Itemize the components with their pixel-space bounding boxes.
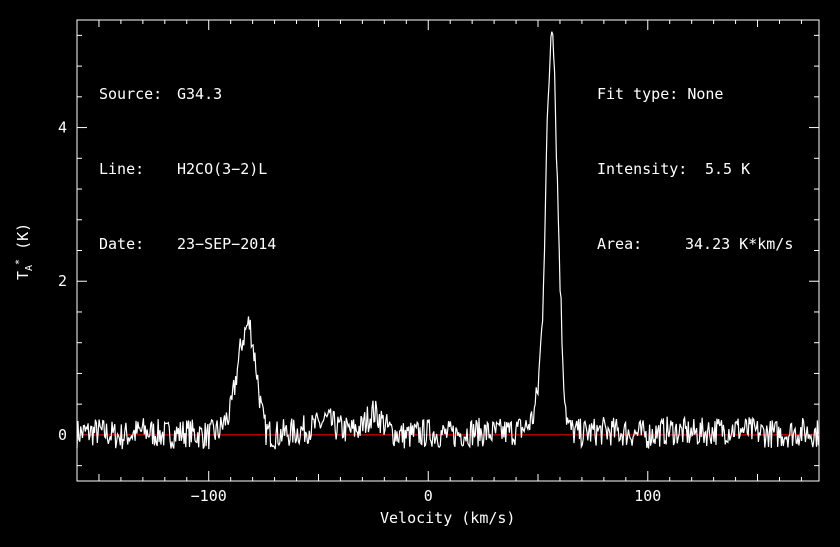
source-info-block: Source: G34.3 Line: H2CO(3−2)L Date: 23−SEP…: [99, 32, 276, 282]
source-key: Source:: [99, 85, 163, 103]
y-tick-label: 4: [58, 119, 67, 137]
axis-ticks: [77, 20, 819, 481]
x-tick-label: 0: [424, 487, 433, 505]
fit-type-value: None: [687, 85, 724, 103]
spectrum-line: [76, 31, 819, 450]
fit-info-block: Fit type: None Intensity: 5.5 K Area: 34.2…: [597, 32, 793, 282]
date-key: Date:: [99, 235, 145, 253]
tick-labels: −100 0 100 0 2 4: [58, 119, 661, 505]
date-value: 23−SEP−2014: [177, 235, 277, 253]
fit-type-key: Fit type:: [597, 85, 679, 103]
area-key: Area:: [597, 235, 643, 253]
line-value: H2CO(3−2)L: [177, 160, 268, 178]
area-value: 34.23 K*km/s: [685, 235, 794, 253]
y-tick-label: 0: [58, 426, 67, 444]
intensity-key: Intensity:: [597, 160, 688, 178]
x-tick-label: −100: [191, 487, 227, 505]
y-axis-label: TA* (K): [14, 222, 35, 280]
line-key: Line:: [99, 160, 145, 178]
intensity-value: 5.5 K: [705, 160, 751, 178]
x-axis-label: Velocity (km/s): [380, 509, 516, 527]
source-value: G34.3: [177, 85, 223, 103]
x-tick-label: 100: [634, 487, 661, 505]
y-tick-label: 2: [58, 272, 67, 290]
